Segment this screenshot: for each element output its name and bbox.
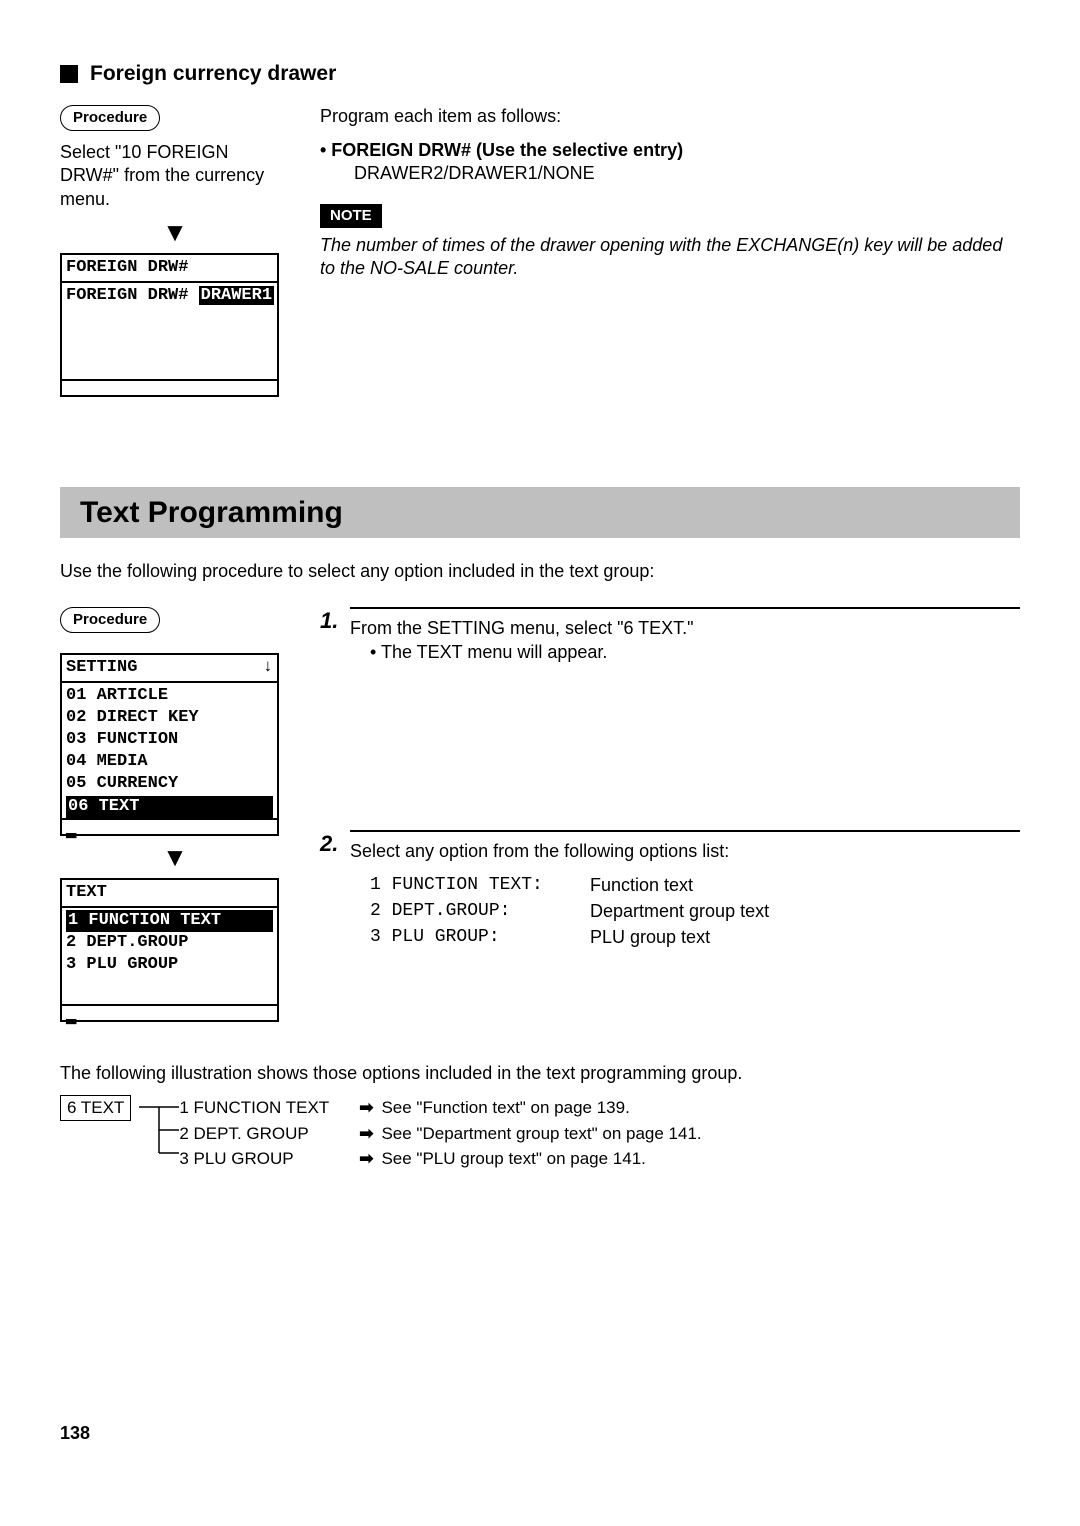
- tree-intro: The following illustration shows those o…: [60, 1062, 1020, 1085]
- scroll-down-icon: ↓: [263, 657, 273, 679]
- text-body: 1 FUNCTION TEXT 2 DEPT.GROUP 3 PLU GROUP: [62, 908, 277, 1006]
- screen-line: FOREIGN DRW# DRAWER1: [66, 285, 273, 307]
- down-arrow-icon: ▼: [60, 219, 290, 245]
- setting-item: 03 FUNCTION: [66, 729, 273, 751]
- tree-labels: 1 FUNCTION TEXT 2 DEPT. GROUP 3 PLU GROU…: [179, 1095, 329, 1172]
- step1-body: From the SETTING menu, select "6 TEXT." …: [350, 607, 1020, 664]
- section-heading: Foreign currency drawer: [60, 60, 1020, 87]
- text-programming-header: Text Programming: [60, 487, 1020, 538]
- tree-item: 3 PLU GROUP: [179, 1146, 329, 1172]
- setting-item: 05 CURRENCY: [66, 773, 273, 795]
- note-text: The number of times of the drawer openin…: [320, 234, 1020, 281]
- program-intro: Program each item as follows:: [320, 105, 1020, 128]
- setting-item-selected: 06 TEXT: [66, 796, 273, 818]
- text-screen: TEXT 1 FUNCTION TEXT 2 DEPT.GROUP 3 PLU …: [60, 878, 279, 1022]
- options-table: 1 FUNCTION TEXT:Function text 2 DEPT.GRO…: [370, 874, 1020, 950]
- page-number: 138: [60, 1422, 1020, 1445]
- procedure-label: Procedure: [60, 105, 160, 131]
- section2-intro: Use the following procedure to select an…: [60, 560, 1020, 583]
- option-row: 3 PLU GROUP:PLU group text: [370, 926, 1020, 949]
- setting-body: 01 ARTICLE 02 DIRECT KEY 03 FUNCTION 04 …: [62, 683, 277, 820]
- section2-left1: Procedure SETTING ↓ 01 ARTICLE 02 DIRECT…: [60, 607, 290, 1021]
- tree-connector-icon: [139, 1095, 179, 1165]
- down-arrow-icon: ▼: [60, 844, 290, 870]
- procedure-label-2: Procedure: [60, 607, 160, 633]
- step2-body: Select any option from the following opt…: [350, 830, 1020, 953]
- spacer: [320, 680, 1020, 830]
- setting-footer: ▂: [62, 820, 277, 834]
- tree-diagram: 6 TEXT 1 FUNCTION TEXT 2 DEPT. GROUP 3 P…: [60, 1095, 1020, 1172]
- text-item: 2 DEPT.GROUP: [66, 932, 273, 954]
- tree-root: 6 TEXT: [60, 1095, 131, 1121]
- section2-right: 1. From the SETTING menu, select "6 TEXT…: [320, 607, 1020, 968]
- setting-title: SETTING ↓: [62, 655, 277, 683]
- foreign-drw-screen: FOREIGN DRW# FOREIGN DRW# DRAWER1: [60, 253, 279, 397]
- option-row: 2 DEPT.GROUP:Department group text: [370, 900, 1020, 923]
- setting-item: 01 ARTICLE: [66, 685, 273, 707]
- procedure-text: Select "10 FOREIGN DRW#" from the curren…: [60, 141, 290, 211]
- setting-item: 04 MEDIA: [66, 751, 273, 773]
- text-footer: ▂: [62, 1006, 277, 1020]
- section1-content: Procedure Select "10 FOREIGN DRW#" from …: [60, 105, 1020, 397]
- setting-screen: SETTING ↓ 01 ARTICLE 02 DIRECT KEY 03 FU…: [60, 653, 279, 836]
- step2-text: Select any option from the following opt…: [350, 840, 1020, 863]
- screen-body: FOREIGN DRW# DRAWER1: [62, 283, 277, 381]
- section1-right: Program each item as follows: • FOREIGN …: [320, 105, 1020, 280]
- tree-ref: See "PLU group text" on page 141.: [359, 1146, 701, 1172]
- text-title: TEXT: [62, 880, 277, 908]
- step1-sub: • The TEXT menu will appear.: [350, 641, 1020, 664]
- section-title: Foreign currency drawer: [90, 60, 336, 87]
- screen-title: FOREIGN DRW#: [62, 255, 277, 283]
- tree-ref: See "Department group text" on page 141.: [359, 1121, 701, 1147]
- step-number: 2.: [320, 830, 350, 859]
- section2-row1: Procedure SETTING ↓ 01 ARTICLE 02 DIRECT…: [60, 607, 1020, 1021]
- step-2: 2. Select any option from the following …: [320, 830, 1020, 953]
- tree-ref: See "Function text" on page 139.: [359, 1095, 701, 1121]
- note-label: NOTE: [320, 204, 382, 228]
- screen-footer: [62, 381, 277, 395]
- step-number: 1.: [320, 607, 350, 636]
- section1-left: Procedure Select "10 FOREIGN DRW#" from …: [60, 105, 290, 397]
- square-bullet-icon: [60, 65, 78, 83]
- step-1: 1. From the SETTING menu, select "6 TEXT…: [320, 607, 1020, 664]
- text-item: 3 PLU GROUP: [66, 954, 273, 976]
- setting-item: 02 DIRECT KEY: [66, 707, 273, 729]
- bullet-body: DRAWER2/DRAWER1/NONE: [320, 162, 1020, 185]
- tree-item: 1 FUNCTION TEXT: [179, 1095, 329, 1121]
- step1-text: From the SETTING menu, select "6 TEXT.": [350, 617, 1020, 640]
- option-row: 1 FUNCTION TEXT:Function text: [370, 874, 1020, 897]
- bullet-bold: • FOREIGN DRW# (Use the selective entry): [320, 139, 1020, 162]
- tree-item: 2 DEPT. GROUP: [179, 1121, 329, 1147]
- tree-refs: See "Function text" on page 139. See "De…: [359, 1095, 701, 1172]
- text-item-selected: 1 FUNCTION TEXT: [66, 910, 273, 932]
